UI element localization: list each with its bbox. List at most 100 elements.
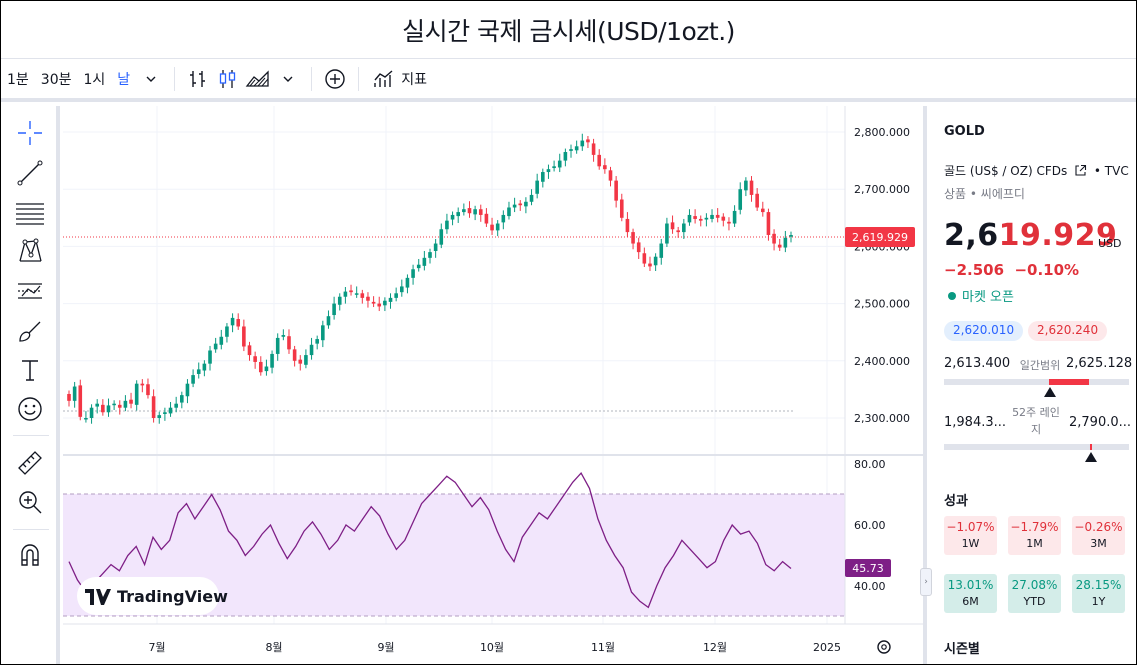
- day-range-bar: [944, 379, 1129, 385]
- candle-body: [682, 223, 686, 233]
- candles-series: [67, 133, 793, 424]
- candle-body: [247, 345, 252, 356]
- toolbar-divider: [174, 67, 176, 91]
- interval-1m[interactable]: 1분: [7, 72, 29, 88]
- candle-body: [208, 350, 212, 364]
- candle-body: [151, 396, 156, 418]
- candle-body: [636, 242, 641, 253]
- current-price-tag: [845, 227, 915, 247]
- candle-body: [507, 207, 511, 217]
- chart-area[interactable]: 2,800.0002,700.0002,600.0002,500.0002,40…: [63, 106, 923, 664]
- performance-cell-1w[interactable]: −1.07% 1W: [944, 516, 997, 555]
- emoji-icon[interactable]: [15, 394, 45, 424]
- price-change: −2.506 −0.10%: [944, 261, 1079, 279]
- collapse-panel-chevron-icon[interactable]: ›: [920, 568, 932, 596]
- price-chart[interactable]: 2,800.0002,700.0002,600.0002,500.0002,40…: [63, 106, 923, 664]
- candle-body: [225, 326, 229, 337]
- candle-body: [219, 336, 224, 345]
- toolbar-divider: [311, 67, 313, 91]
- candle-body: [117, 404, 122, 408]
- performance-cell-ytd[interactable]: 27.08% YTD: [1008, 574, 1061, 613]
- chart-type-chevron-icon[interactable]: [273, 64, 303, 94]
- indicators-icon: [374, 70, 393, 87]
- time-axis-label: 11월: [591, 641, 615, 654]
- pattern-tool-icon[interactable]: [15, 236, 45, 266]
- candle-body: [174, 403, 178, 408]
- candle-body: [95, 403, 100, 407]
- magnet-icon[interactable]: [15, 540, 45, 570]
- zoom-in-icon[interactable]: [15, 487, 45, 517]
- performance-cell-1m[interactable]: −1.79% 1M: [1008, 516, 1061, 555]
- rsi-axis: 80.00 60.00 40.00: [854, 458, 886, 593]
- candle-body: [304, 355, 308, 365]
- performance-period: 3M: [1090, 537, 1107, 550]
- forecast-tool-icon[interactable]: [15, 276, 45, 306]
- bar-chart-type-icon[interactable]: [183, 64, 213, 94]
- symbol-name[interactable]: GOLD: [944, 124, 985, 139]
- interval-dropdown-chevron-icon[interactable]: [136, 64, 166, 94]
- time-axis-label: 12월: [703, 641, 727, 654]
- candle-body: [478, 209, 483, 215]
- performance-cell-6m[interactable]: 13.01% 6M: [944, 574, 997, 613]
- candle-body: [670, 222, 675, 230]
- interval-30m[interactable]: 30분: [40, 72, 72, 88]
- rsi-line: [68, 471, 792, 609]
- candle-body: [783, 237, 788, 248]
- candle-body: [490, 224, 494, 231]
- performance-cell-1y[interactable]: 28.15% 1Y: [1072, 574, 1125, 613]
- candle-body: [603, 165, 607, 170]
- candle-body: [772, 233, 776, 244]
- candle-body: [529, 194, 534, 202]
- candle-body: [78, 385, 83, 417]
- performance-value: −1.07%: [946, 520, 995, 534]
- candle-body: [202, 363, 207, 371]
- performance-value: −1.79%: [1010, 520, 1059, 534]
- last-price-highlight: 19.929: [998, 218, 1118, 253]
- price-axis-label: 2,500.000: [854, 298, 910, 311]
- candle-body: [67, 393, 71, 401]
- candle-body: [760, 208, 765, 213]
- candle-body: [433, 243, 438, 251]
- chart-settings-gear-icon[interactable]: [877, 640, 891, 654]
- performance-cell-3m[interactable]: −0.26% 3M: [1072, 516, 1125, 555]
- text-tool-icon[interactable]: [15, 355, 45, 385]
- exchange-name[interactable]: TVC: [1104, 164, 1129, 178]
- candle-body: [744, 180, 748, 191]
- performance-period: 6M: [962, 595, 979, 608]
- tradingview-watermark[interactable]: TradingView: [77, 577, 228, 615]
- toolbar-divider: [358, 67, 360, 91]
- candle-body: [140, 383, 145, 386]
- interval-1h[interactable]: 1시: [83, 72, 106, 88]
- candle-body: [704, 217, 709, 220]
- interval-1d[interactable]: 날: [117, 72, 131, 88]
- candles-chart-type-icon[interactable]: [213, 64, 243, 94]
- rsi-axis-label: 80.00: [854, 458, 886, 471]
- trend-line-icon[interactable]: [15, 158, 45, 188]
- candle-body: [281, 335, 286, 337]
- candle-body: [473, 209, 477, 215]
- watermark-text: TradingView: [117, 587, 228, 606]
- candle-body: [371, 301, 376, 304]
- panel-splitter[interactable]: [923, 106, 927, 664]
- candle-body: [693, 216, 697, 219]
- candle-body: [428, 252, 432, 258]
- candle-body: [405, 277, 410, 288]
- candle-body: [337, 296, 342, 305]
- candle-body: [236, 319, 241, 327]
- crosshair-icon[interactable]: [15, 118, 45, 148]
- indicators-button[interactable]: 지표: [367, 60, 433, 98]
- performance-period: 1M: [1026, 537, 1043, 550]
- fib-retracement-icon[interactable]: [15, 197, 45, 227]
- candle-body: [349, 290, 353, 293]
- candle-body: [732, 210, 737, 224]
- candle-body: [710, 214, 714, 219]
- compare-add-icon[interactable]: [320, 64, 350, 94]
- candle-body: [377, 303, 382, 307]
- area-chart-type-icon[interactable]: [243, 64, 273, 94]
- ruler-icon[interactable]: [15, 448, 45, 478]
- candle-body: [608, 170, 613, 181]
- last-price: 2,619.929: [944, 218, 1117, 253]
- brush-icon[interactable]: [15, 316, 45, 346]
- candle-body: [321, 325, 325, 341]
- candle-body: [777, 244, 782, 248]
